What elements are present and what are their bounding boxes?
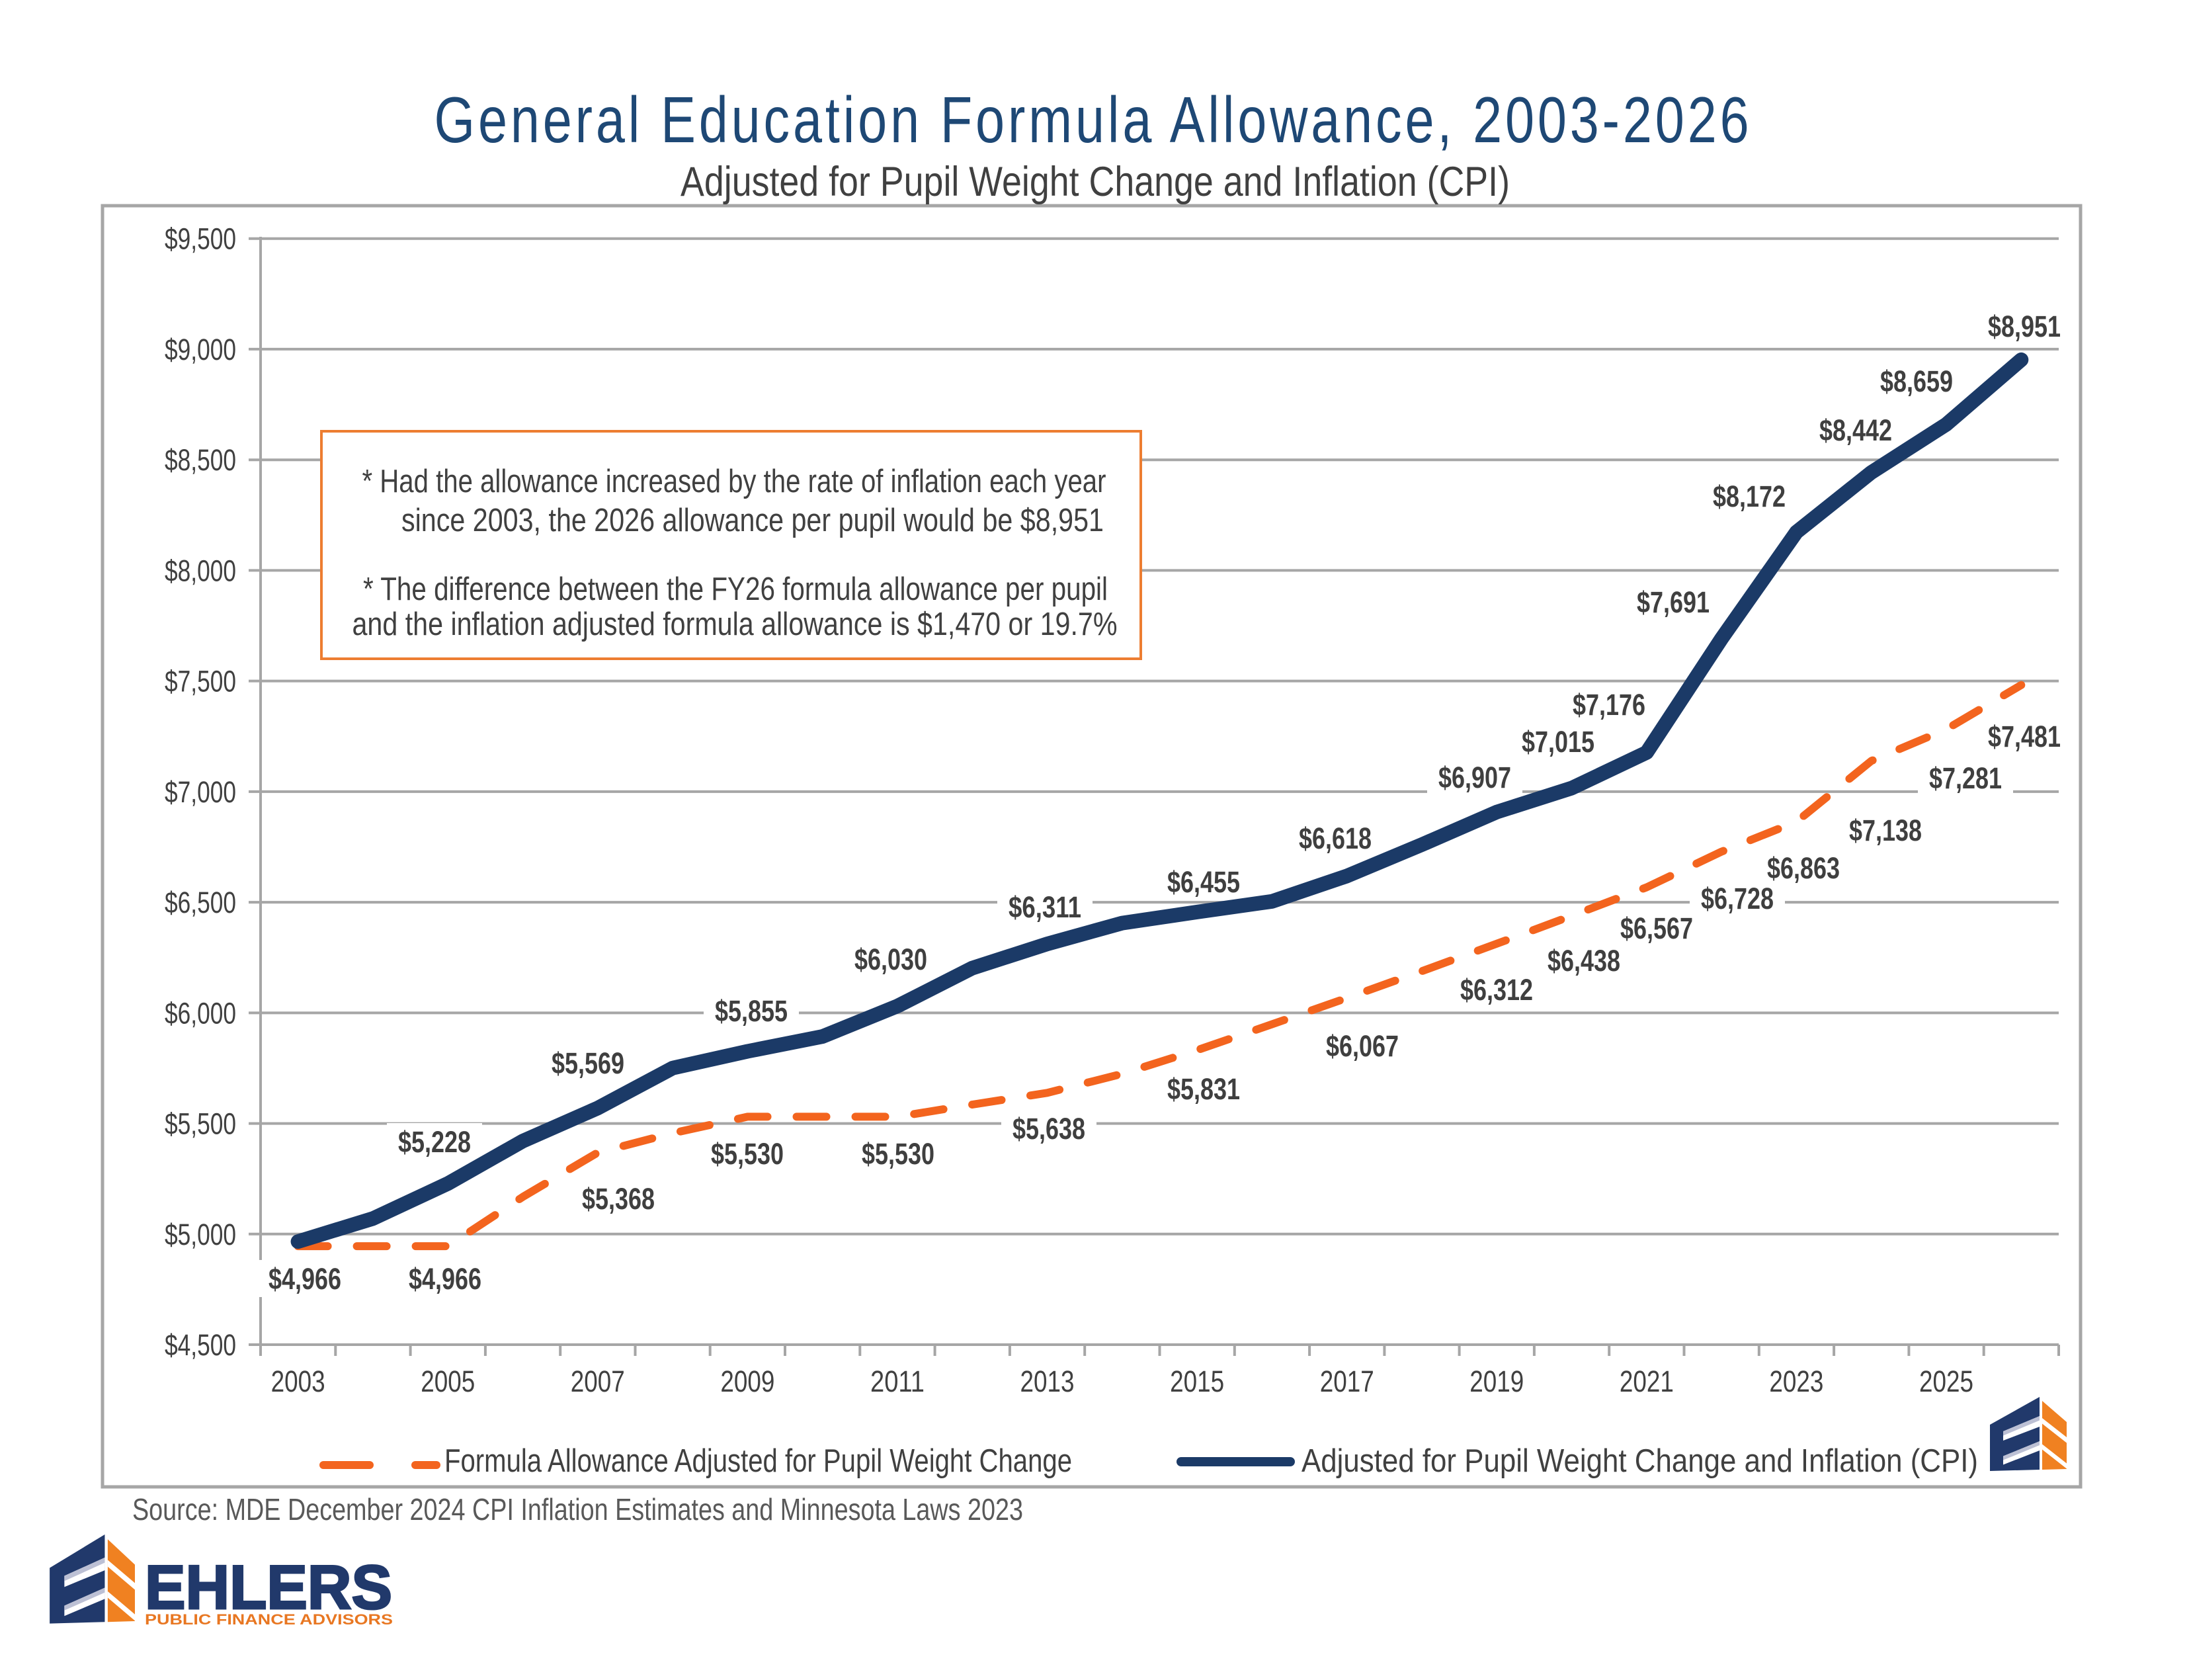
svg-text:$6,618: $6,618: [1299, 821, 1372, 855]
svg-text:$8,172: $8,172: [1713, 480, 1786, 513]
svg-text:$4,500: $4,500: [165, 1328, 236, 1362]
svg-text:2023: 2023: [1769, 1365, 1823, 1398]
svg-text:$5,638: $5,638: [1012, 1112, 1085, 1146]
svg-text:2015: 2015: [1170, 1365, 1224, 1398]
svg-text:EHLERS: EHLERS: [145, 1552, 392, 1622]
svg-text:$6,907: $6,907: [1438, 761, 1511, 794]
svg-text:* Had the allowance increased: * Had the allowance increased by the rat…: [362, 464, 1106, 499]
svg-text:Formula Allowance Adjusted for: Formula Allowance Adjusted for Pupil Wei…: [444, 1443, 1072, 1479]
svg-text:$7,138: $7,138: [1849, 814, 1922, 847]
svg-text:$8,000: $8,000: [165, 554, 236, 587]
svg-text:$6,030: $6,030: [854, 943, 927, 976]
svg-text:PUBLIC FINANCE ADVISORS: PUBLIC FINANCE ADVISORS: [145, 1611, 393, 1628]
svg-text:$5,500: $5,500: [165, 1107, 236, 1141]
svg-text:General Education Formula Allo: General Education Formula Allowance, 200…: [434, 83, 1753, 156]
svg-text:2019: 2019: [1469, 1365, 1524, 1398]
svg-text:2003: 2003: [271, 1365, 325, 1398]
svg-text:$8,442: $8,442: [1819, 413, 1892, 447]
svg-text:$8,500: $8,500: [165, 443, 236, 477]
svg-text:$8,951: $8,951: [1988, 310, 2061, 343]
svg-text:$7,176: $7,176: [1573, 688, 1645, 722]
svg-text:2013: 2013: [1020, 1365, 1075, 1398]
svg-text:2005: 2005: [421, 1365, 475, 1398]
svg-text:and the inflation adjusted for: and the inflation adjusted formula allow…: [352, 607, 1118, 642]
svg-text:$5,569: $5,569: [552, 1046, 624, 1080]
svg-text:$6,863: $6,863: [1767, 851, 1840, 885]
svg-text:Adjusted for Pupil Weight Chan: Adjusted for Pupil Weight Change and Inf…: [1301, 1443, 1978, 1479]
svg-text:Source: MDE December 2024 CPI: Source: MDE December 2024 CPI Inflation …: [132, 1492, 1023, 1527]
svg-text:Adjusted for Pupil Weight Chan: Adjusted for Pupil Weight Change and Inf…: [681, 159, 1510, 205]
svg-text:$4,966: $4,966: [409, 1262, 481, 1296]
svg-text:$5,530: $5,530: [862, 1137, 934, 1171]
svg-text:$5,831: $5,831: [1167, 1072, 1240, 1106]
svg-text:$5,368: $5,368: [582, 1182, 655, 1216]
svg-text:$4,966: $4,966: [268, 1262, 341, 1296]
svg-text:$6,067: $6,067: [1326, 1029, 1399, 1063]
svg-text:$7,481: $7,481: [1988, 720, 2061, 753]
svg-text:$5,228: $5,228: [398, 1125, 471, 1159]
svg-text:2007: 2007: [571, 1365, 625, 1398]
svg-text:$8,659: $8,659: [1880, 364, 1953, 398]
svg-text:2021: 2021: [1620, 1365, 1674, 1398]
svg-text:$5,000: $5,000: [165, 1218, 236, 1251]
svg-text:$9,500: $9,500: [165, 222, 236, 256]
svg-text:$6,312: $6,312: [1460, 973, 1533, 1007]
svg-text:2017: 2017: [1320, 1365, 1374, 1398]
svg-text:$6,311: $6,311: [1009, 890, 1081, 924]
svg-text:$7,281: $7,281: [1929, 761, 2002, 795]
svg-text:2011: 2011: [870, 1365, 925, 1398]
svg-text:$6,438: $6,438: [1548, 944, 1620, 978]
svg-text:$7,015: $7,015: [1522, 725, 1594, 759]
svg-text:2009: 2009: [720, 1365, 774, 1398]
svg-text:$6,000: $6,000: [165, 996, 236, 1030]
svg-text:$5,530: $5,530: [711, 1137, 784, 1171]
svg-text:$6,728: $6,728: [1701, 882, 1774, 915]
svg-text:since 2003, the 2026 allowance: since 2003, the 2026 allowance per pupil…: [401, 503, 1104, 538]
svg-text:* The difference between the F: * The difference between the FY26 formul…: [363, 571, 1108, 607]
svg-text:$6,455: $6,455: [1167, 865, 1240, 899]
svg-text:$7,000: $7,000: [165, 775, 236, 809]
svg-text:$6,567: $6,567: [1620, 911, 1693, 945]
svg-text:$7,500: $7,500: [165, 665, 236, 698]
svg-text:$7,691: $7,691: [1637, 585, 1710, 619]
svg-text:$6,500: $6,500: [165, 886, 236, 919]
svg-text:2025: 2025: [1919, 1365, 1973, 1398]
svg-text:$5,855: $5,855: [715, 994, 788, 1028]
svg-text:$9,000: $9,000: [165, 333, 236, 366]
